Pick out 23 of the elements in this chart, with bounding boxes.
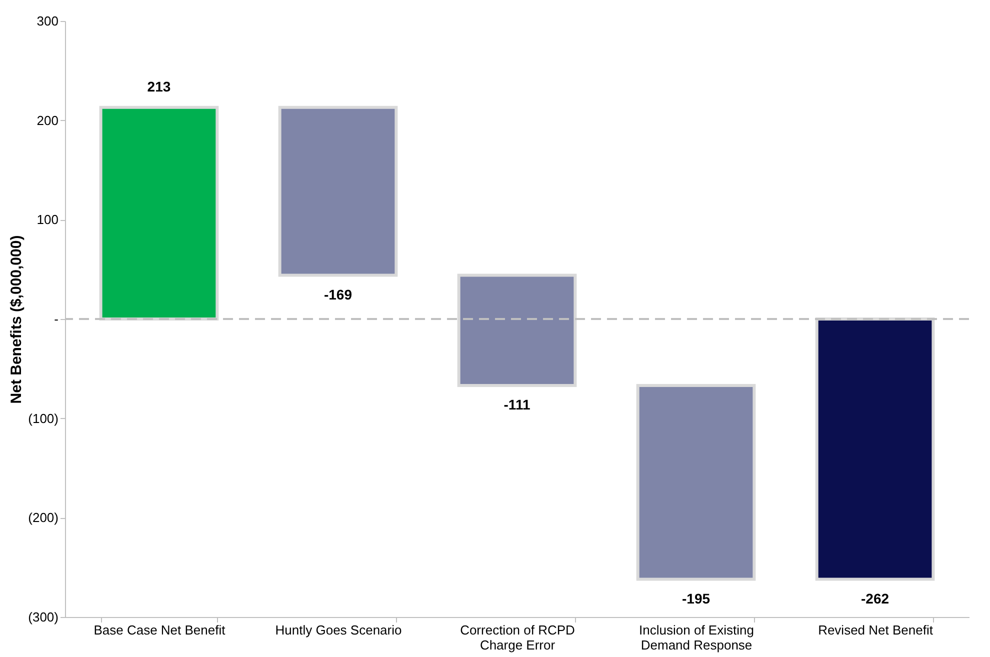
y-tick-label: (100) bbox=[28, 410, 58, 426]
x-tick-label: Huntly Goes Scenario bbox=[275, 622, 402, 638]
y-tick-label: - bbox=[54, 312, 58, 326]
bar bbox=[636, 384, 756, 581]
x-tick-label: Inclusion of Existing Demand Response bbox=[639, 622, 754, 652]
y-tick-label: 300 bbox=[36, 14, 58, 28]
bar bbox=[457, 274, 577, 388]
data-label: -195 bbox=[682, 590, 710, 606]
bar bbox=[278, 106, 398, 277]
y-tick-label: (300) bbox=[28, 610, 58, 624]
data-label: -111 bbox=[504, 396, 530, 413]
bar bbox=[99, 106, 219, 320]
x-tick-label: Base Case Net Benefit bbox=[94, 622, 226, 638]
y-tick-label: (200) bbox=[28, 510, 58, 526]
data-label: -169 bbox=[324, 286, 352, 302]
data-label: -262 bbox=[861, 590, 890, 606]
bar bbox=[815, 318, 935, 581]
data-label: 213 bbox=[147, 78, 171, 94]
y-axis-title: Net Benefits ($,000,000) bbox=[8, 235, 26, 404]
y-tick-label: 100 bbox=[36, 212, 58, 228]
x-tick-label: Revised Net Benefit bbox=[818, 622, 934, 638]
y-tick-label: 200 bbox=[36, 112, 58, 128]
x-tick-label: Correction of RCPD Charge Error bbox=[460, 622, 575, 652]
